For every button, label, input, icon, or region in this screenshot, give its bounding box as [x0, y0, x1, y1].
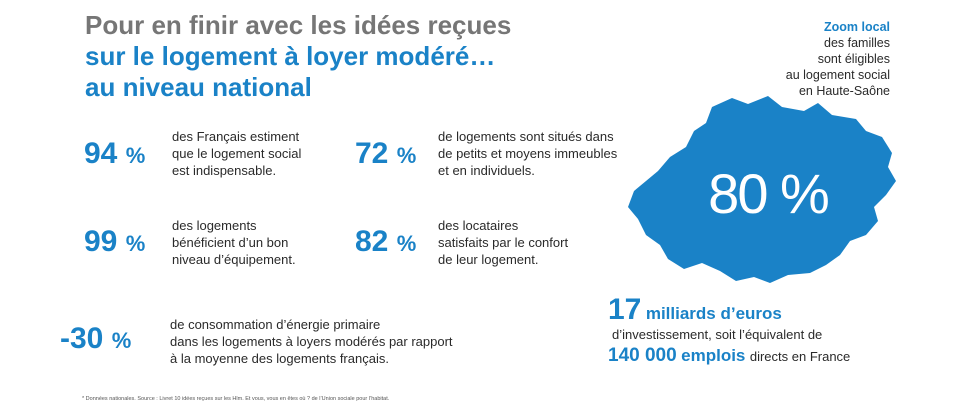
stat-value-4: 82 %: [355, 225, 417, 258]
investment-amount: 17 milliards d’euros: [608, 293, 782, 326]
stat-text-5: de consommation d’énergie primaire dans …: [170, 317, 453, 366]
stat-value-2: 72 %: [355, 137, 417, 170]
title-line-3: au niveau national: [85, 72, 312, 102]
stat-text-1: des Français estiment que le logement so…: [172, 129, 302, 178]
stat-value-1: 94 %: [84, 137, 146, 170]
investment-jobs: 140 000 emplois directs en France: [608, 345, 851, 366]
map-shape: [628, 96, 896, 283]
zoom-local-box: Zoom local des familles sont éligibles a…: [740, 19, 890, 99]
stat-value-5: -30 %: [60, 322, 132, 355]
zoom-heading: Zoom local: [824, 20, 890, 34]
map-value: 80 %: [708, 162, 828, 225]
stat-text-3: des logements bénéficient d’un bon nivea…: [172, 218, 296, 267]
title-line-1: Pour en finir avec les idées reçues: [85, 10, 512, 40]
title-line-2: sur le logement à loyer modéré…: [85, 41, 496, 71]
stat-value-3: 99 %: [84, 225, 146, 258]
stat-text-4: des locataires satisfaits par le confort…: [438, 218, 569, 267]
stat-text-2: de logements sont situés dans de petits …: [438, 129, 618, 178]
page-title: Pour en finir avec les idées reçues sur …: [85, 10, 511, 103]
investment-line-2: d’investissement, soit l’équivalent de: [612, 327, 823, 342]
footnote: * Données nationales. Source : Livret 10…: [82, 396, 390, 402]
haute-saone-map: 80 %: [628, 96, 896, 283]
